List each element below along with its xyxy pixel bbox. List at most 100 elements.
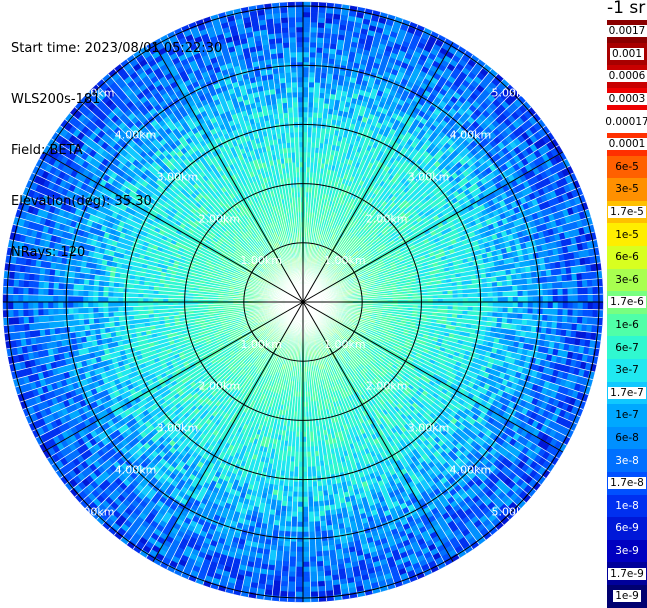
ppi-gate-cell [553, 309, 558, 316]
ppi-gate-cell [488, 302, 493, 307]
ppi-gate-cell [516, 273, 522, 279]
ppi-gate-cell [557, 275, 563, 282]
ppi-gate-cell [303, 67, 309, 72]
ppi-gate-cell [472, 288, 477, 293]
ppi-gate-cell [503, 302, 508, 307]
ppi-gate-cell [567, 316, 572, 323]
ppi-gate-cell [319, 88, 325, 93]
ppi-gate-cell [512, 280, 517, 286]
ppi-gate-cell [453, 298, 458, 302]
ppi-gate-cell [538, 289, 543, 295]
ppi-gate-cell [303, 112, 308, 117]
ppi-gate-cell [507, 313, 512, 319]
ppi-gate-cell [563, 309, 568, 316]
ppi-gate-cell [528, 290, 533, 296]
ppi-gate-cell [482, 287, 487, 292]
ppi-gate-cell [553, 289, 558, 296]
ppi-gate-cell [521, 325, 527, 331]
ppi-gate-cell [591, 325, 597, 333]
ppi-gate-cell [543, 302, 548, 308]
ppi-gate-cell [463, 310, 468, 315]
ppi-gate-cell [303, 107, 308, 112]
ppi-gate-cell [532, 314, 537, 320]
ppi-gate-cell [513, 291, 518, 297]
ppi-gate-cell [493, 297, 498, 302]
ppi-gate-cell [328, 58, 335, 64]
ppi-gate-cell [487, 317, 492, 322]
ppi-gate-cell [307, 152, 311, 157]
ppi-gate-cell [443, 294, 448, 298]
ppi-gate-cell [502, 286, 507, 292]
ppi-gate-cell [518, 308, 523, 314]
ppi-gate-cell [463, 289, 468, 294]
ppi-gate-cell [483, 307, 488, 312]
ppi-gate-cell [577, 280, 582, 288]
ppi-gate-cell [327, 73, 334, 79]
ppi-gate-cell [303, 42, 310, 47]
ppi-gate-cell [308, 107, 313, 112]
ppi-gate-cell [472, 311, 477, 316]
ppi-gate-cell [568, 295, 573, 302]
ppi-gate-cell [578, 302, 583, 309]
ppi-gate-cell [303, 72, 309, 77]
ppi-gate-cell [588, 287, 593, 295]
ppi-gate-cell [493, 307, 498, 312]
ppi-gate-cell [309, 67, 315, 72]
ppi-gate-cell [303, 27, 310, 32]
ppi-gate-cell [327, 68, 334, 74]
ppi-gate-cell [463, 293, 468, 297]
ppi-gate-cell [573, 309, 578, 316]
ppi-gate-cell [573, 302, 578, 309]
ppi-gate-cell [303, 77, 309, 82]
ppi-gate-cell [318, 103, 324, 108]
ppi-gate-cell [303, 52, 310, 57]
ppi-gate-cell [537, 314, 542, 321]
ppi-gate-cell [533, 296, 538, 302]
ppi-gate-cell [310, 27, 317, 32]
ppi-gate-cell [528, 308, 533, 314]
ppi-gate-cell [487, 312, 492, 317]
ppi-gate-cell [307, 127, 312, 132]
ppi-gate-cell [542, 321, 548, 328]
ppi-gate-cell [548, 302, 553, 309]
ppi-gate-cell [588, 302, 593, 310]
ppi-gate-cell [463, 302, 468, 306]
ppi-gate-cell [443, 306, 448, 310]
ppi-gate-cell [303, 87, 309, 92]
ppi-gate-cell [313, 102, 318, 107]
ppi-gate-cell [526, 326, 532, 333]
ppi-gate-cell [453, 306, 458, 310]
ppi-gate-cell [303, 97, 308, 102]
ppi-gate-cell [533, 308, 538, 314]
ppi-gate-cell [521, 273, 527, 279]
ppi-gate-cell [583, 302, 588, 309]
ppi-gate-cell [433, 298, 438, 302]
ppi-gate-cell [513, 302, 518, 308]
ppi-gate-cell [318, 113, 323, 118]
ppi-gate-cell [322, 53, 329, 59]
ppi-gate-cell [303, 92, 308, 97]
ppi-gate-cell [562, 322, 568, 329]
ppi-gate-cell [303, 172, 306, 177]
ppi-gate-cell [325, 23, 333, 29]
ppi-gate-cell [303, 12, 311, 17]
ppi-gate-cell [587, 317, 592, 325]
ppi-gate-cell [502, 281, 507, 287]
ppi-gate-cell [562, 281, 567, 288]
ppi-gate-cell [468, 298, 473, 302]
ppi-gate-cell [552, 275, 558, 282]
ppi-gate-cell [547, 282, 552, 289]
ppi-gate-cell [492, 312, 497, 317]
ppi-gate-cell [587, 279, 592, 287]
ppi-gate-cell [512, 285, 517, 291]
ppi-gate-cell [324, 33, 331, 39]
ppi-gate-cell [303, 142, 307, 147]
ppi-gate-cell [453, 302, 458, 306]
ppi-gate-cell [516, 324, 522, 330]
ppi-gate-cell [581, 324, 587, 332]
ppi-gate-cell [553, 302, 558, 309]
ppi-gate-cell [303, 22, 310, 27]
ppi-gate-cell [323, 43, 330, 49]
ppi-gate-cell [316, 52, 323, 57]
ppi-gate-cell [325, 88, 331, 94]
